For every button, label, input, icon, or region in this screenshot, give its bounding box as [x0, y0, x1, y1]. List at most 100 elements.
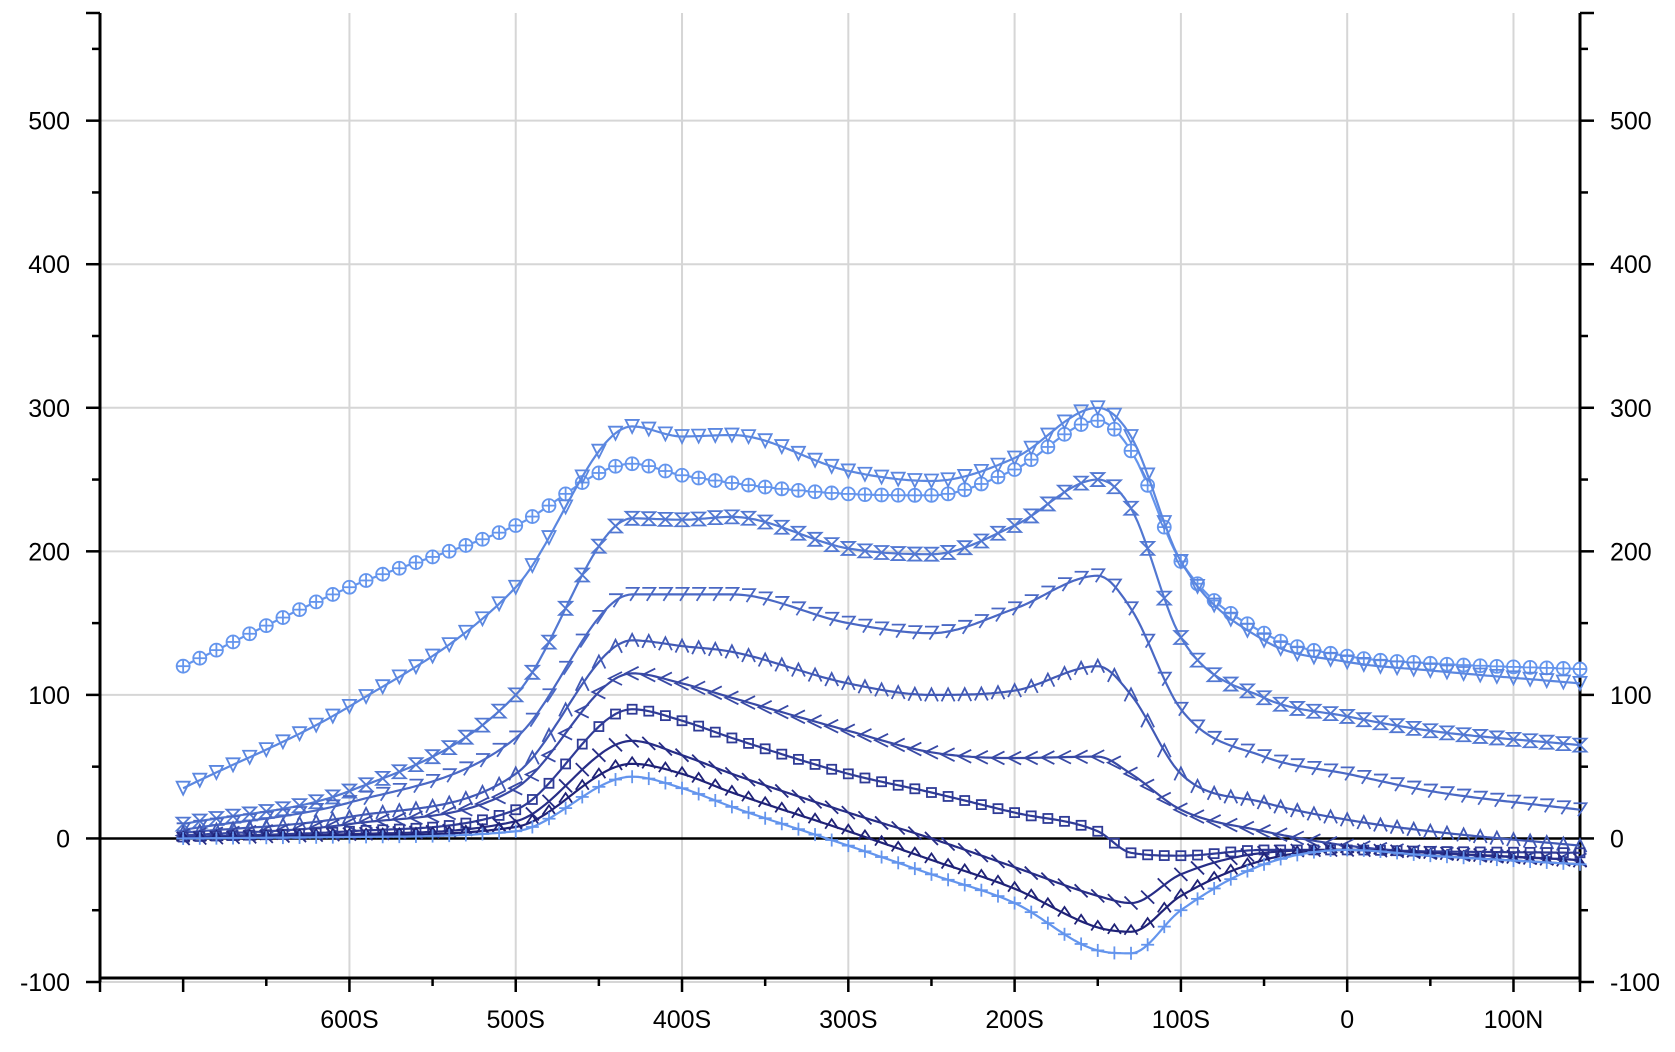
data-point-marker: [959, 795, 971, 806]
data-point-marker: [791, 661, 806, 677]
data-point-marker: [991, 607, 1007, 622]
data-point-marker: [924, 686, 939, 702]
data-point-marker: [642, 587, 657, 602]
data-point-marker: [1556, 800, 1572, 815]
data-point-marker: [1207, 855, 1222, 870]
data-point-marker: [1123, 923, 1139, 936]
data-point-marker: [325, 827, 341, 840]
data-point-marker: [591, 653, 607, 669]
data-point-marker: [1205, 814, 1222, 829]
data-point-marker: [1139, 778, 1155, 794]
data-point-marker: [441, 825, 457, 837]
data-point-marker: [457, 624, 474, 641]
data-point-marker: [408, 800, 424, 816]
y-tick-label-left: 500: [28, 108, 70, 136]
data-point-marker: [793, 753, 804, 765]
data-point-marker: [542, 688, 558, 703]
series-line: [183, 672, 1581, 862]
data-point-marker: [1188, 652, 1207, 668]
data-point-marker: [1056, 414, 1073, 431]
x-tick-label: 100N: [1484, 1006, 1544, 1034]
data-point-marker: [308, 828, 324, 840]
data-point-marker: [972, 533, 991, 549]
data-point-marker: [358, 689, 375, 705]
data-point-marker: [990, 457, 1006, 474]
data-point-marker: [1141, 633, 1156, 649]
data-point-marker: [426, 773, 441, 789]
data-point-marker: [909, 783, 921, 795]
data-point-marker: [342, 795, 358, 810]
data-point-marker: [856, 466, 873, 483]
data-point-marker: [374, 679, 391, 696]
data-point-marker: [491, 775, 507, 792]
data-point-marker: [707, 428, 724, 444]
data-point-marker: [526, 794, 538, 805]
data-point-marker: [674, 429, 690, 446]
data-point-marker: [1073, 913, 1089, 925]
data-point-marker: [791, 806, 806, 819]
data-point-marker: [859, 772, 871, 784]
data-point-marker: [907, 846, 923, 858]
data-point-marker: [690, 428, 707, 445]
data-point-marker: [1190, 860, 1205, 876]
data-point-marker: [473, 717, 492, 733]
data-point-marker: [1007, 860, 1022, 875]
data-point-marker: [392, 782, 408, 798]
data-point-marker: [1440, 786, 1456, 801]
axes: [86, 11, 1594, 992]
data-point-marker: [709, 726, 721, 738]
data-point-marker: [790, 445, 807, 462]
data-point-marker: [906, 546, 924, 562]
data-point-marker: [1022, 508, 1040, 524]
data-point-marker: [626, 703, 638, 715]
data-point-marker: [1142, 849, 1154, 861]
data-point-marker: [575, 762, 590, 777]
data-point-marker: [989, 525, 1007, 541]
data-point-marker: [507, 687, 525, 703]
data-point-marker: [940, 686, 956, 702]
data-point-marker: [690, 680, 706, 696]
data-point-marker: [673, 512, 691, 528]
data-point-marker: [241, 749, 258, 766]
series-4: [176, 568, 1589, 837]
data-point-marker: [575, 778, 590, 791]
data-point-marker: [1105, 479, 1124, 495]
data-point-marker: [174, 816, 192, 832]
data-point-marker: [926, 787, 937, 798]
data-point-marker: [1025, 810, 1037, 822]
grid: [100, 13, 1580, 983]
data-point-marker: [974, 848, 989, 863]
data-point-marker: [508, 818, 523, 831]
data-point-marker: [823, 537, 841, 553]
data-point-marker: [741, 790, 756, 802]
data-point-marker: [1057, 905, 1072, 917]
x-tick-label: 400S: [653, 1006, 711, 1034]
data-point-marker: [442, 768, 458, 783]
data-point-marker: [1006, 750, 1022, 766]
data-point-marker: [1556, 835, 1571, 851]
y-tick-label-right: 0: [1610, 825, 1624, 853]
data-point-marker: [240, 806, 259, 822]
data-point-marker: [624, 419, 641, 435]
data-point-marker: [1024, 865, 1039, 881]
data-point-marker: [458, 789, 474, 806]
data-point-marker: [658, 635, 673, 651]
data-point-marker: [856, 543, 874, 559]
data-point-marker: [291, 726, 308, 743]
data-point-marker: [1072, 749, 1089, 765]
y-tick-label-left: -100: [20, 969, 70, 997]
data-point-marker: [907, 825, 922, 841]
data-point-marker: [743, 737, 754, 749]
data-point-marker: [1105, 755, 1122, 770]
data-point-marker: [606, 671, 623, 686]
data-point-marker: [1057, 665, 1072, 681]
data-point-marker: [390, 811, 407, 827]
data-point-marker: [757, 433, 774, 450]
data-point-marker: [507, 579, 524, 596]
data-point-marker: [1240, 743, 1256, 758]
data-point-marker: [326, 799, 341, 814]
series-10: [176, 770, 1587, 960]
data-point-marker: [939, 545, 957, 560]
data-point-marker: [1156, 742, 1172, 758]
data-point-marker: [490, 703, 508, 719]
